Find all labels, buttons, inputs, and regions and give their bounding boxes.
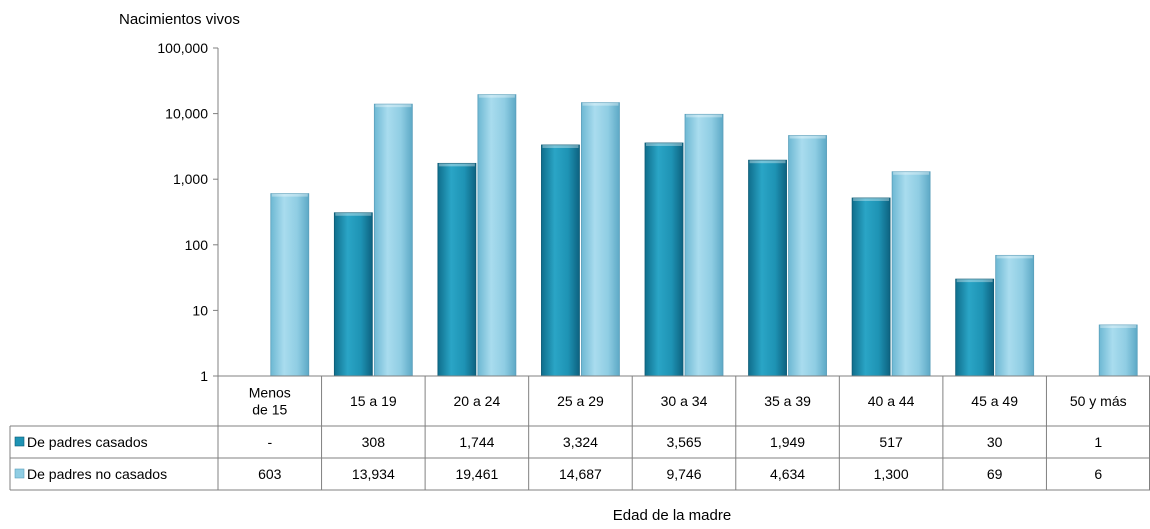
bar-casados (748, 159, 787, 377)
data-label: 603 (258, 466, 282, 482)
bar-no-casados (684, 113, 724, 377)
bar-no-casados (270, 193, 310, 377)
data-label: 308 (362, 434, 386, 450)
bar-no-casados (891, 171, 931, 377)
data-label: 9,746 (666, 466, 701, 482)
x-category-label: 35 a 39 (764, 393, 811, 409)
data-label: 3,324 (563, 434, 598, 450)
bar-highlight (893, 171, 930, 175)
x-category-label: 20 a 24 (454, 393, 501, 409)
y-tick-label: 1 (200, 368, 208, 384)
data-label: 30 (987, 434, 1003, 450)
bar-highlight (996, 255, 1033, 259)
bar-highlight (375, 104, 412, 108)
x-category-label: de 15 (252, 402, 287, 418)
data-label: 69 (987, 466, 1003, 482)
bar-highlight (582, 102, 619, 106)
bar-casados (541, 144, 580, 377)
data-label: 517 (879, 434, 903, 450)
data-label: 1 (1094, 434, 1102, 450)
data-label: 19,461 (455, 466, 498, 482)
bar-casados (644, 142, 684, 377)
data-label: 1,744 (459, 434, 494, 450)
data-label: 1,300 (874, 466, 909, 482)
bar-no-casados (788, 135, 827, 377)
bar-highlight (438, 163, 475, 167)
y-tick-label: 100,000 (157, 40, 208, 56)
x-category-label: 15 a 19 (350, 393, 397, 409)
bar-highlight (271, 193, 308, 197)
bar-casados (955, 278, 995, 377)
data-label: 3,565 (666, 434, 701, 450)
bar-casados (437, 162, 477, 377)
y-tick-label: 10 (192, 302, 208, 318)
data-label: 1,949 (770, 434, 805, 450)
x-axis-title: Edad de la madre (613, 507, 731, 524)
x-category-label: 30 a 34 (661, 393, 708, 409)
bar-highlight (646, 142, 682, 146)
y-tick-label: 100 (185, 237, 209, 253)
bar-highlight (335, 212, 372, 216)
bar-highlight (789, 135, 826, 139)
y-tick-label: 1,000 (173, 171, 208, 187)
bar-highlight (542, 144, 579, 148)
bar-no-casados (581, 102, 620, 377)
legend-key-casados (14, 436, 25, 447)
bar-highlight (1100, 324, 1137, 328)
x-category-label: 25 a 29 (557, 393, 604, 409)
bar-no-casados (995, 254, 1035, 377)
y-tick-label: 10,000 (165, 106, 208, 122)
x-category-label: 45 a 49 (971, 393, 1018, 409)
legend-label: De padres no casados (27, 466, 167, 482)
bar-casados (333, 212, 373, 377)
y-axis-title: Nacimientos vivos (119, 11, 240, 28)
bar-highlight (749, 160, 786, 164)
bar-casados (851, 197, 891, 377)
data-label: 13,934 (352, 466, 395, 482)
data-label: 4,634 (770, 466, 805, 482)
bar-highlight (956, 279, 993, 283)
x-category-label: 40 a 44 (868, 393, 915, 409)
legend-label: De padres casados (27, 434, 148, 450)
data-label: - (267, 434, 272, 450)
x-category-label: Menos (249, 385, 291, 401)
bar-highlight (853, 197, 890, 201)
bar-no-casados (477, 94, 517, 377)
bar-no-casados (1098, 324, 1138, 377)
bar-highlight (478, 94, 515, 98)
data-label: 14,687 (559, 466, 602, 482)
bar-highlight (686, 114, 722, 118)
data-label: 6 (1094, 466, 1102, 482)
bar-no-casados (373, 103, 413, 377)
x-category-label: 50 y más (1070, 393, 1127, 409)
legend-key-no-casados (14, 468, 25, 479)
